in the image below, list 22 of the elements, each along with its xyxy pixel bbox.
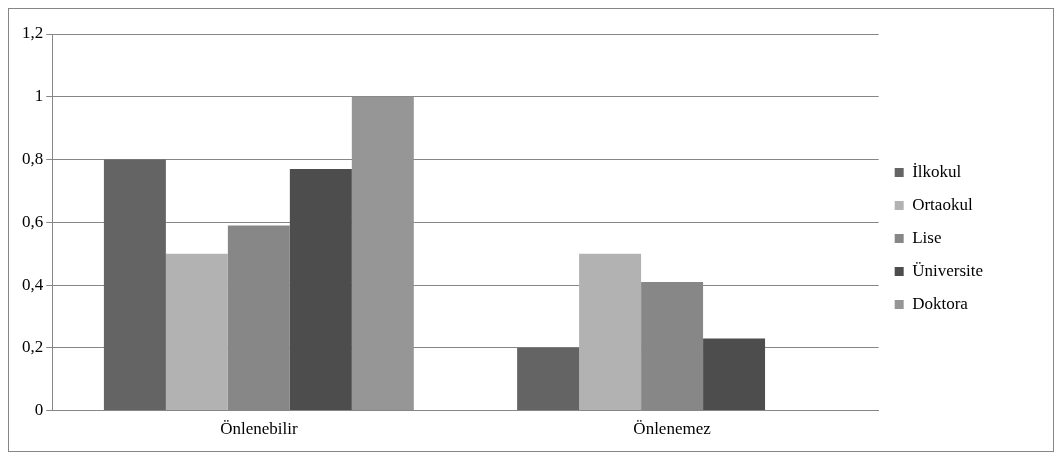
x-tick-label: Önlenemez	[633, 419, 712, 439]
bar	[227, 225, 290, 411]
y-tick-label: 0,2	[22, 337, 44, 357]
bar	[165, 253, 228, 411]
bar	[351, 96, 414, 411]
bar	[579, 253, 642, 411]
bar	[703, 338, 766, 411]
y-tick-label: 1,2	[22, 23, 44, 43]
legend-label: İlkokul	[912, 161, 962, 181]
bar	[289, 168, 352, 411]
x-tick-label: Önlenebilir	[220, 419, 298, 439]
legend-label: Doktora	[912, 293, 969, 313]
y-tick-label: 0,8	[22, 149, 44, 168]
legend-label: Üniversite	[912, 260, 984, 280]
y-tick-label: 0,6	[22, 211, 44, 231]
legend-label: Ortaokul	[912, 194, 973, 214]
y-tick-label: 0,4	[22, 274, 44, 294]
y-tick-label: 1	[34, 86, 44, 106]
legend-label: Lise	[912, 227, 942, 247]
bar	[103, 159, 166, 411]
y-tick-label: 0	[34, 400, 44, 420]
bar	[517, 347, 580, 411]
